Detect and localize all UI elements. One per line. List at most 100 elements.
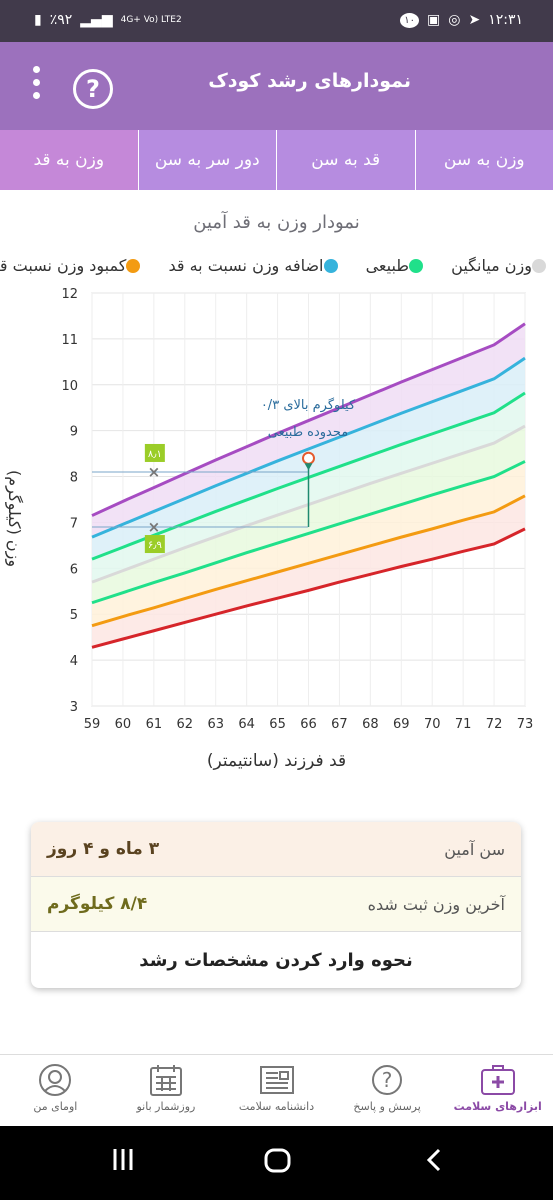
annotation-line-2: محدوده طبیعی [268,425,349,440]
y-axis-label: وزن (کیلوگرم) [5,470,24,567]
x-tick-label: 59 [84,717,101,732]
legend-average: وزن میانگین [451,256,553,275]
system-navigation-bar [0,1126,553,1200]
status-bar: ▮ ٪۹۲ ▂▄▆ 4G+ Vo) LTE2 ۱۰ ▣ ◎ ➤ ۱۲:۳۱ [0,0,553,42]
image-icon: ▣ [427,12,440,28]
x-tick-label: 64 [238,717,255,732]
health-kit-icon [479,1063,517,1097]
legend-underweight-label: کمبود وزن نسبت قد [0,256,126,275]
x-tick-label: 65 [269,717,286,732]
more-vert-icon[interactable] [31,66,41,110]
network-label: 4G+ Vo) LTE2 [121,15,182,25]
point-badge-label: ۸٫۱ [148,449,162,460]
point-marker: × [148,463,161,481]
x-tick-label: 71 [455,717,472,732]
notification-badge: ۱۰ [400,13,419,28]
point-marker: × [148,518,161,536]
nav-encyclopedia[interactable]: دانشنامه سلامت [221,1055,332,1127]
x-tick-label: 66 [300,717,317,732]
svg-text:?: ? [382,1068,393,1092]
tab-weight-height[interactable]: وزن به قد [0,130,138,190]
nav-profile[interactable]: اومای من [0,1055,111,1127]
question-icon: ? [368,1063,406,1097]
nav-questions[interactable]: ? پرسش و پاسخ [332,1055,443,1127]
legend-underweight: کمبود وزن نسبت قد [0,256,147,275]
x-tick-label: 62 [177,717,194,732]
growth-info-card: سن آمین ۳ ماه و ۴ روز آخرین وزن ثبت شده … [31,822,521,988]
calendar-icon [147,1063,185,1097]
legend-normal-label: طبیعی [366,256,409,275]
legend-average-dot [532,259,546,273]
chart-legend: وزن میانگین طبیعی اضافه وزن نسبت به قد ک… [0,256,553,284]
legend-normal-dot [409,259,423,273]
nav-encyclopedia-label: دانشنامه سلامت [239,1100,314,1113]
nav-questions-label: پرسش و پاسخ [353,1100,420,1113]
page-title: نمودارهای رشد کودک [208,70,411,92]
app-bar: ? نمودارهای رشد کودک [0,42,553,130]
nav-calendar-label: روزشمار بانو [137,1100,196,1113]
y-tick-label: 6 [70,562,78,577]
user-icon [36,1063,74,1097]
newspaper-icon [258,1063,296,1097]
signal-icon: ▂▄▆ [80,12,112,28]
y-tick-label: 11 [61,333,78,348]
battery-percent: ٪۹۲ [50,12,73,28]
y-tick-label: 3 [70,700,78,715]
annotation-line-1: ۰/۳ کیلوگرم بالای [261,397,356,413]
chart-title: نمودار وزن به قد آمین [0,212,553,233]
telegram-icon: ➤ [468,12,480,28]
battery-icon: ▮ [34,12,42,28]
bottom-navigation: ابزارهای سلامت ? پرسش و پاسخ دانشنامه سل… [0,1054,553,1127]
growth-entry-help-link[interactable]: نحوه وارد کردن مشخصات رشد [139,950,412,971]
nav-health-tools[interactable]: ابزارهای سلامت [442,1055,553,1127]
age-row: سن آمین ۳ ماه و ۴ روز [31,822,521,877]
weight-value: ۸/۴ کیلوگرم [47,894,147,914]
back-icon[interactable] [429,1150,439,1170]
tab-head-age[interactable]: دور سر به سن [138,130,277,190]
help-icon[interactable]: ? [73,69,113,109]
home-icon[interactable] [266,1150,289,1171]
tab-weight-age[interactable]: وزن به سن [415,130,553,190]
x-tick-label: 69 [393,717,410,732]
x-tick-label: 72 [486,717,503,732]
status-right: ۱۰ ▣ ◎ ➤ ۱۲:۳۱ [400,12,523,28]
y-tick-label: 5 [70,608,78,623]
legend-overweight-label: اضافه وزن نسبت به قد [168,256,323,275]
clock-time: ۱۲:۳۱ [488,12,523,28]
help-link-row[interactable]: نحوه وارد کردن مشخصات رشد [31,932,521,988]
y-tick-label: 9 [70,425,78,440]
y-tick-label: 7 [70,516,78,531]
recent-apps-icon[interactable] [115,1149,131,1170]
point-badge-label: ۶٫۹ [148,540,162,551]
y-tick-label: 8 [70,471,78,486]
age-label: سن آمین [444,840,505,859]
weight-row: آخرین وزن ثبت شده ۸/۴ کیلوگرم [31,877,521,932]
x-tick-label: 70 [424,717,441,732]
current-point-marker [303,453,314,464]
system-nav-icons [0,1126,553,1200]
x-tick-label: 68 [362,717,379,732]
x-tick-label: 60 [115,717,132,732]
instagram-icon: ◎ [448,12,460,28]
weight-label: آخرین وزن ثبت شده [368,895,505,914]
y-tick-label: 10 [61,379,78,394]
y-tick-label: 12 [61,287,78,302]
x-tick-label: 63 [207,717,224,732]
status-left: ▮ ٪۹۲ ▂▄▆ 4G+ Vo) LTE2 [34,12,182,28]
chart-tabs: وزن به قد دور سر به سن قد به سن وزن به س… [0,130,553,190]
nav-health-tools-label: ابزارهای سلامت [454,1100,542,1113]
legend-overweight-dot [324,259,338,273]
tab-height-age[interactable]: قد به سن [276,130,415,190]
nav-calendar[interactable]: روزشمار بانو [111,1055,222,1127]
x-tick-label: 61 [146,717,163,732]
nav-profile-label: اومای من [33,1100,77,1113]
legend-overweight: اضافه وزن نسبت به قد [168,256,344,275]
legend-underweight-dot [126,259,140,273]
age-value: ۳ ماه و ۴ روز [47,839,159,859]
x-tick-label: 73 [517,717,534,732]
x-tick-label: 67 [331,717,348,732]
y-tick-label: 4 [70,654,78,669]
x-axis-label: قد فرزند (سانتیمتر) [0,751,553,771]
legend-average-label: وزن میانگین [451,256,532,275]
